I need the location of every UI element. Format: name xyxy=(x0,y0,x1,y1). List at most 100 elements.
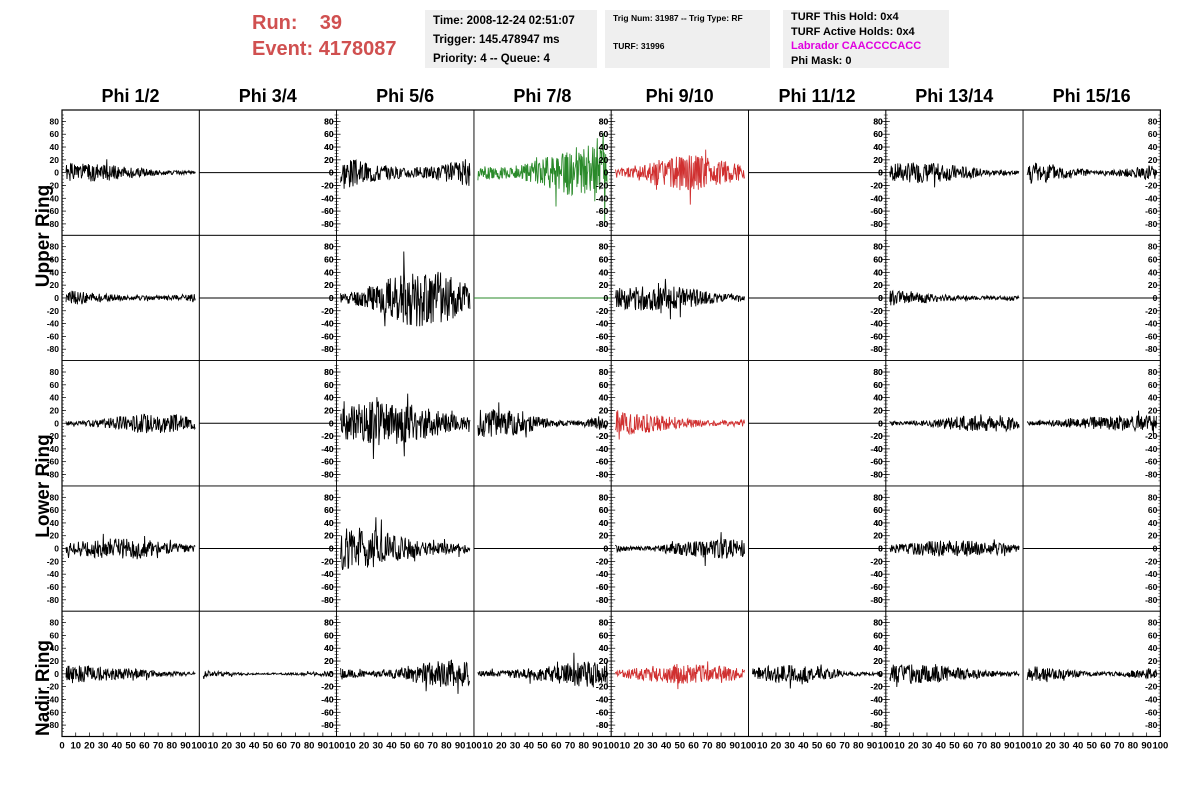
y-tick-label: -40 xyxy=(871,569,884,579)
x-tick-label: 50 xyxy=(125,741,136,752)
panel-r1-c1: 80 60 40 20 0 -20 -40 -60 -80 xyxy=(47,109,200,236)
y-tick-label: -40 xyxy=(596,569,609,579)
y-tick-label: -40 xyxy=(321,319,334,329)
y-tick-label: -60 xyxy=(1145,707,1158,717)
y-tick-label: -80 xyxy=(596,720,609,730)
turf-text: TURF: 31996 xyxy=(613,41,665,51)
y-tick-label: -60 xyxy=(596,582,609,592)
time-info-panel: Time: 2008-12-24 02:51:07 Trigger: 145.4… xyxy=(425,10,597,68)
y-tick-label: -80 xyxy=(871,469,884,479)
y-tick-label: 80 xyxy=(873,492,883,502)
y-tick-label: -40 xyxy=(1145,193,1158,203)
y-tick-label: 0 xyxy=(878,168,883,178)
x-tick-label: 80 xyxy=(167,741,178,752)
y-tick-label: 80 xyxy=(1148,367,1158,377)
y-tick-label: 20 xyxy=(873,280,883,290)
x-tick-label: 60 xyxy=(551,741,562,752)
x-tick-label: 60 xyxy=(826,741,837,752)
y-tick-label: 20 xyxy=(599,531,609,541)
y-tick-label: 40 xyxy=(1148,142,1158,152)
y-tick-label: -40 xyxy=(871,444,884,454)
y-tick-label: 80 xyxy=(599,242,609,252)
y-tick-label: 0 xyxy=(603,418,608,428)
y-tick-label: 20 xyxy=(599,405,609,415)
y-tick-label: 60 xyxy=(50,630,60,640)
panel-r5-c2: 80 60 40 20 0 -20 -40 -60 -80 xyxy=(198,610,338,737)
y-tick-label: 40 xyxy=(324,393,334,403)
panel-r4-c4: 80 60 40 20 0 -20 -40 -60 -80 xyxy=(473,485,612,612)
y-tick-label: 60 xyxy=(599,630,609,640)
y-tick-label: 80 xyxy=(599,367,609,377)
x-tick-label: 70 xyxy=(839,741,850,752)
y-tick-label: -20 xyxy=(47,431,60,441)
x-tick-label: 60 xyxy=(1100,741,1111,752)
run-label: Run: xyxy=(252,12,298,34)
x-tick-label: 80 xyxy=(853,741,864,752)
y-tick-label: -80 xyxy=(321,469,334,479)
y-tick-label: -60 xyxy=(596,457,609,467)
priority-text: Priority: 4 -- Queue: 4 xyxy=(433,53,550,65)
y-tick-label: 60 xyxy=(599,129,609,139)
turf-hold-text: TURF This Hold: 0x4 xyxy=(791,11,899,23)
y-tick-label: 0 xyxy=(329,418,334,428)
y-tick-label: -80 xyxy=(871,720,884,730)
y-tick-label: 40 xyxy=(324,518,334,528)
y-tick-label: -20 xyxy=(1145,180,1158,190)
y-tick-label: -40 xyxy=(47,569,60,579)
y-tick-label: -40 xyxy=(1145,444,1158,454)
waveform-trace xyxy=(889,539,1020,557)
y-tick-label: -20 xyxy=(596,682,609,692)
y-tick-label: -80 xyxy=(871,720,884,730)
y-tick-label: 80 xyxy=(50,367,60,377)
y-tick-label: 60 xyxy=(324,630,334,640)
x-tick-label: 40 xyxy=(112,741,123,752)
y-tick-label: 80 xyxy=(324,116,334,126)
y-tick-label: -80 xyxy=(871,344,884,354)
y-tick-label: -20 xyxy=(321,556,334,566)
y-tick-label: -60 xyxy=(596,582,609,592)
phi-label-4: Phi 7/8 xyxy=(513,86,572,106)
y-tick-label: -20 xyxy=(596,306,609,316)
y-tick-label: -60 xyxy=(321,707,334,717)
y-tick-label: 60 xyxy=(873,255,883,265)
y-tick-label: -80 xyxy=(47,219,60,229)
y-tick-label: 40 xyxy=(1148,518,1158,528)
x-tick-label: 100 xyxy=(191,741,207,752)
y-tick-label: 0 xyxy=(54,168,59,178)
y-tick-label: 20 xyxy=(599,656,609,666)
y-tick-label: 20 xyxy=(873,531,883,541)
y-tick-label: 40 xyxy=(324,643,334,653)
y-tick-label: 80 xyxy=(873,242,883,252)
y-tick-label: 60 xyxy=(873,255,883,265)
waveform-trace xyxy=(340,393,471,460)
y-tick-label: -40 xyxy=(871,444,884,454)
y-tick-label: 80 xyxy=(324,367,334,377)
x-tick-label: 40 xyxy=(386,741,397,752)
y-tick-label: 80 xyxy=(50,116,60,126)
waveform-trace xyxy=(889,289,1020,306)
y-tick-label: 80 xyxy=(599,618,609,628)
x-tick-label: 10 xyxy=(620,741,631,752)
y-tick-label: 0 xyxy=(878,669,883,679)
y-tick-label: -80 xyxy=(321,720,334,730)
waveform-trace xyxy=(65,533,196,560)
panel-r5-c8: 80 60 40 20 0 -20 -40 -60 -80 xyxy=(1022,610,1161,737)
waveform-trace xyxy=(65,159,196,182)
x-tick-label: 100 xyxy=(466,741,482,752)
x-tick-label: 20 xyxy=(496,741,507,752)
waveform-trace xyxy=(615,410,745,440)
y-tick-label: -20 xyxy=(871,431,884,441)
y-tick-label: -80 xyxy=(871,219,884,229)
y-tick-label: -40 xyxy=(321,694,334,704)
y-tick-label: 60 xyxy=(1148,380,1158,390)
y-tick-label: 40 xyxy=(324,142,334,152)
panel-r2-c1: 80 60 40 20 0 -20 -40 -60 -80 xyxy=(47,234,200,362)
waveform-trace xyxy=(65,413,196,434)
panel-r1-c3: 80 60 40 20 0 -20 -40 -60 -80 xyxy=(321,109,475,236)
y-tick-label: 60 xyxy=(324,129,334,139)
y-tick-label: -20 xyxy=(871,556,884,566)
y-tick-label: -60 xyxy=(871,707,884,717)
y-tick-label: -80 xyxy=(596,344,609,354)
run-event-block: Run: 39 Event: 4178087 xyxy=(252,10,417,62)
y-tick-label: 20 xyxy=(599,405,609,415)
